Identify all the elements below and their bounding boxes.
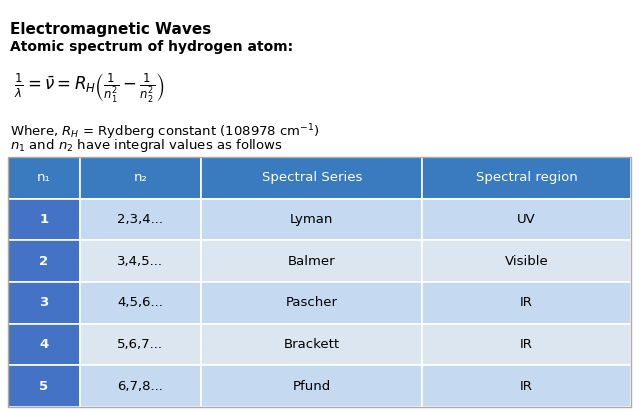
Bar	[80, 282, 201, 324]
Bar	[422, 157, 631, 199]
Bar	[422, 365, 631, 407]
Text: Pascher: Pascher	[286, 296, 338, 309]
Text: UV: UV	[518, 213, 536, 226]
Text: 2,3,4...: 2,3,4...	[118, 213, 164, 226]
Text: Electromagnetic Waves: Electromagnetic Waves	[10, 22, 212, 37]
Bar	[80, 157, 201, 199]
Bar	[8, 199, 80, 240]
Text: 3,4,5...: 3,4,5...	[118, 255, 164, 268]
Bar	[8, 157, 631, 407]
Text: $n_1$ and $n_2$ have integral values as follows: $n_1$ and $n_2$ have integral values as …	[10, 137, 282, 154]
Text: Lyman: Lyman	[290, 213, 334, 226]
Bar	[80, 199, 201, 240]
Text: Atomic spectrum of hydrogen atom:: Atomic spectrum of hydrogen atom:	[10, 40, 293, 54]
Text: 1: 1	[39, 213, 49, 226]
Bar	[201, 240, 422, 282]
Bar	[201, 282, 422, 324]
Text: Pfund: Pfund	[293, 380, 331, 393]
Text: 4,5,6...: 4,5,6...	[118, 296, 164, 309]
Bar	[201, 365, 422, 407]
Text: n₂: n₂	[134, 171, 148, 184]
Bar	[8, 365, 80, 407]
Text: IR: IR	[520, 338, 533, 351]
Text: 4: 4	[39, 338, 49, 351]
Bar	[8, 282, 80, 324]
Bar	[80, 324, 201, 365]
Text: Spectral region: Spectral region	[476, 171, 578, 184]
Bar	[201, 324, 422, 365]
Text: 2: 2	[39, 255, 49, 268]
Bar	[8, 324, 80, 365]
Text: $\frac{1}{\lambda} = \bar{\nu} = R_H \left(\frac{1}{n_1^2} - \frac{1}{n_2^2}\rig: $\frac{1}{\lambda} = \bar{\nu} = R_H \le…	[14, 72, 164, 105]
Text: Where, $R_H$ = Rydberg constant (108978 cm$^{-1}$): Where, $R_H$ = Rydberg constant (108978 …	[10, 122, 320, 142]
Text: 3: 3	[39, 296, 49, 309]
Text: 5: 5	[39, 380, 49, 393]
Bar	[80, 365, 201, 407]
Text: Balmer: Balmer	[288, 255, 335, 268]
Text: 6,7,8...: 6,7,8...	[118, 380, 164, 393]
Text: n₁: n₁	[37, 171, 50, 184]
Text: Visible: Visible	[505, 255, 548, 268]
Bar	[8, 240, 80, 282]
Bar	[201, 157, 422, 199]
Bar	[422, 282, 631, 324]
Text: Brackett: Brackett	[284, 338, 340, 351]
Text: IR: IR	[520, 296, 533, 309]
Bar	[422, 324, 631, 365]
Bar	[422, 199, 631, 240]
Bar	[422, 240, 631, 282]
Text: IR: IR	[520, 380, 533, 393]
Bar	[201, 199, 422, 240]
Text: Spectral Series: Spectral Series	[261, 171, 362, 184]
Bar	[80, 240, 201, 282]
Text: 5,6,7...: 5,6,7...	[118, 338, 164, 351]
Bar	[8, 157, 80, 199]
